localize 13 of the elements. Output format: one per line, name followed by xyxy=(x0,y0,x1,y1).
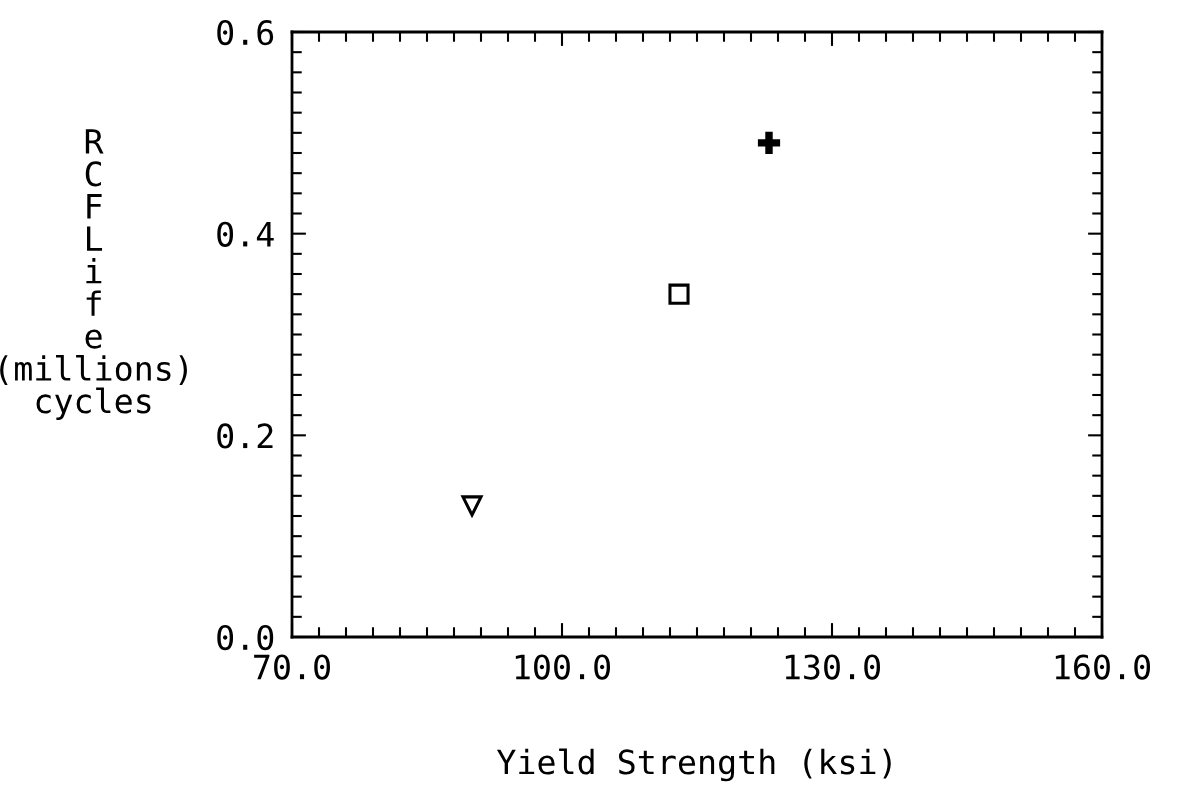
text: RCF Life (millions) cycles xyxy=(0,129,187,420)
y-tick-label: 0.6 xyxy=(217,20,274,46)
point xyxy=(668,283,690,305)
y-tick-label: 0.4 xyxy=(217,221,274,247)
x-tick-label: 70.0 xyxy=(254,654,330,680)
point xyxy=(757,131,781,155)
point xyxy=(461,495,483,517)
x-tick-label: 100.0 xyxy=(515,654,611,680)
x-tick-label: 160.0 xyxy=(1055,654,1151,680)
x-tick-label: 130.0 xyxy=(785,654,881,680)
y-tick-label: 0.2 xyxy=(217,423,273,449)
y-tick-label: 0.0 xyxy=(217,625,274,651)
x-axis-title: Yield Strength (ksi) xyxy=(496,748,891,782)
